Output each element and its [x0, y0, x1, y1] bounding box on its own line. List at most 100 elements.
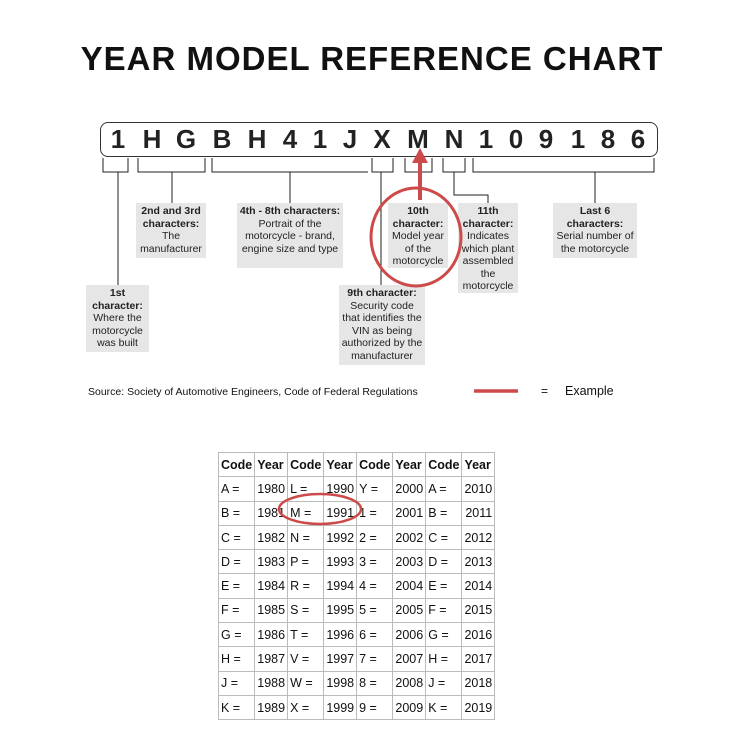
code-cell: B =: [217, 500, 256, 526]
table-row: C = 1982 N = 1992 2 = 2002 C = 2012: [217, 524, 496, 551]
year-cell: 2013: [461, 549, 496, 575]
source-note: Source: Society of Automotive Engineers,…: [88, 386, 418, 398]
year-cell: 2002: [392, 524, 427, 551]
legend-equals: =: [541, 384, 549, 398]
vin-character: 1: [312, 124, 328, 154]
code-cell: K =: [425, 694, 463, 721]
year-cell: 1994: [323, 573, 358, 599]
code-cell: N =: [287, 524, 325, 551]
code-cell: C =: [425, 524, 463, 551]
year-cell: 2014: [461, 573, 496, 599]
vin-character: 6: [630, 124, 646, 154]
column-header: Code: [356, 451, 394, 478]
year-cell: 1989: [254, 694, 289, 721]
vin-character: 1: [570, 124, 586, 154]
vin-character: 1: [110, 124, 126, 154]
year-cell: 2007: [392, 646, 427, 672]
label-10th-character: 10th character: Model year of the motorcy…: [388, 203, 448, 268]
label-9th-character: 9th character: Security code that identif…: [339, 285, 425, 365]
label-4th-8th-characters: 4th - 8th characters: Portrait of the mot…: [237, 203, 343, 268]
code-cell: M =: [287, 500, 325, 526]
bracket-11th: [442, 158, 489, 203]
code-cell: 6 =: [356, 622, 394, 648]
year-cell: 1992: [323, 524, 358, 551]
code-cell: 8 =: [356, 670, 394, 696]
column-header: Year: [254, 451, 289, 478]
vin-character: 0: [508, 124, 524, 154]
legend-label: Example: [565, 384, 614, 398]
code-cell: J =: [217, 670, 256, 696]
code-cell: R =: [287, 573, 325, 599]
highlight-arrow-head: [412, 148, 428, 163]
highlight-circle-1991: [277, 492, 363, 526]
bracket-4th-8th: [211, 158, 368, 203]
vin-character: N: [444, 124, 464, 154]
code-cell: 3 =: [356, 549, 394, 575]
page-title: YEAR MODEL REFERENCE CHART: [80, 40, 664, 77]
vin-box: [100, 122, 658, 157]
code-cell: W =: [287, 670, 325, 696]
code-cell: E =: [425, 573, 463, 599]
vin-character: 4: [282, 124, 298, 154]
year-cell: 1987: [254, 646, 289, 672]
year-cell: 2001: [392, 500, 427, 526]
year-cell: 2005: [392, 597, 427, 624]
year-cell: 2012: [461, 524, 496, 551]
year-cell: 1997: [323, 646, 358, 672]
code-cell: K =: [217, 694, 256, 721]
year-cell: 2015: [461, 597, 496, 624]
vin-character: 1: [478, 124, 494, 154]
column-header: Code: [287, 451, 325, 478]
label-last-6-characters: Last 6 characters: Serial number of the m…: [553, 203, 637, 258]
column-header: Year: [392, 451, 427, 478]
vin-character: M: [407, 124, 429, 154]
code-cell: 5 =: [356, 597, 394, 624]
year-cell: 1993: [323, 549, 358, 575]
bracket-last6: [472, 158, 655, 203]
year-code-table: Code Year Code Year Code Year Code Year A = 1980…: [217, 451, 496, 721]
bracket-1st: [102, 158, 129, 285]
code-cell: D =: [425, 549, 463, 575]
code-cell: D =: [217, 549, 256, 575]
code-cell: Y =: [356, 476, 394, 502]
bracket-2nd-3rd: [137, 158, 206, 203]
highlight-circle-10th: [369, 186, 463, 288]
vin-character: G: [175, 124, 197, 154]
column-header: Code: [425, 451, 463, 478]
table-row: H = 1987 V = 1997 7 = 2007 H = 2017: [217, 646, 496, 672]
table-row: A = 1980 L = 1990 Y = 2000 A = 2010: [217, 476, 496, 502]
code-cell: 7 =: [356, 646, 394, 672]
label-11th-character: 11th character: Indicates which plant ass…: [458, 203, 518, 293]
table-row: G = 1986 T = 1996 6 = 2006 G = 2016: [217, 622, 496, 648]
year-cell: 2000: [392, 476, 427, 502]
vin-character: X: [373, 124, 391, 154]
code-cell: G =: [425, 622, 463, 648]
year-cell: 1982: [254, 524, 289, 551]
vin-character: 9: [538, 124, 554, 154]
vin-character: B: [212, 124, 232, 154]
label-2nd-3rd-characters: 2nd and 3rd characters: The manufacturer: [136, 203, 206, 258]
year-cell: 2010: [461, 476, 496, 502]
year-cell: 1980: [254, 476, 289, 502]
code-cell: X =: [287, 694, 325, 721]
table-row: J = 1988 W = 1998 8 = 2008 J = 2018: [217, 670, 496, 696]
year-cell: 1986: [254, 622, 289, 648]
code-cell: 9 =: [356, 694, 394, 721]
code-cell: J =: [425, 670, 463, 696]
year-cell: 1984: [254, 573, 289, 599]
code-cell: 1 =: [356, 500, 394, 526]
year-cell: 2003: [392, 549, 427, 575]
year-cell: 1999: [323, 694, 358, 721]
year-cell: 1983: [254, 549, 289, 575]
code-cell: G =: [217, 622, 256, 648]
column-header: Code: [217, 451, 256, 478]
table-row: E = 1984 R = 1994 4 = 2004 E = 2014: [217, 573, 496, 599]
year-cell: 2011: [461, 500, 496, 526]
vin-character: J: [342, 124, 358, 154]
code-cell: 4 =: [356, 573, 394, 599]
label-1st-character: 1st character: Where the motorcycle was b…: [86, 285, 149, 352]
table-row: K = 1989 X = 1999 9 = 2009 K = 2019: [217, 694, 496, 721]
code-cell: A =: [217, 476, 256, 502]
vin-character: 8: [600, 124, 616, 154]
